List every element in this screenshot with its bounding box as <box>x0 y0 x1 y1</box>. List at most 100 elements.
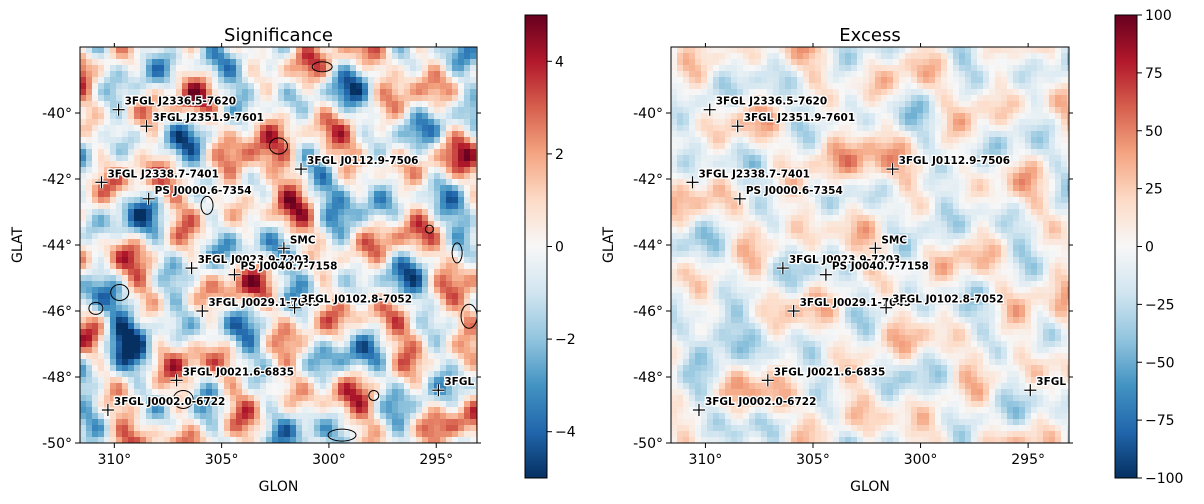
source-marker <box>295 163 308 176</box>
source-label: 3FGL J0002.0-6722 <box>705 396 816 408</box>
source-marker <box>432 384 445 397</box>
contour-loop <box>88 301 104 315</box>
source-label: 3FGL J <box>444 376 481 388</box>
colorbar-tick-label: 0 <box>555 240 564 256</box>
y-tick-label: -42° <box>633 172 663 188</box>
source-marker <box>95 176 108 189</box>
source-marker <box>886 163 899 176</box>
y-tick-label: -44° <box>633 238 663 254</box>
source-label: 3FGL J2351.9-7601 <box>744 112 855 124</box>
source-marker <box>277 242 290 255</box>
contour-loop <box>200 195 214 215</box>
x-tick-label: 305° <box>796 452 830 468</box>
source-marker <box>140 120 153 133</box>
colorbar-tick-label: 25 <box>1145 182 1163 198</box>
source-label: 3FGL J2336.5-7620 <box>716 96 827 108</box>
y-tick-label: -42° <box>42 172 72 188</box>
panel-excess: 3FGL J2336.5-7620 3FGL J2351.9-7601 3FGL J… <box>601 8 1183 495</box>
y-axis-label: GLAT <box>10 227 26 263</box>
source-label: 3FGL J0021.6-6835 <box>774 366 885 378</box>
colorbar-tick-label: −2 <box>555 332 576 348</box>
source-marker <box>185 262 198 275</box>
source-marker <box>288 301 301 314</box>
y-axis-label: GLAT <box>601 227 617 263</box>
source-label: SMC <box>881 234 907 246</box>
x-tick-label: 300° <box>904 452 938 468</box>
colorbar <box>524 14 548 479</box>
source-marker <box>112 103 125 116</box>
source-label: 3FGL J0112.9-7506 <box>307 155 418 167</box>
source-label: PS J0000.6-7354 <box>746 185 843 197</box>
source-marker <box>692 404 705 416</box>
colorbar-tick-label: 100 <box>1145 8 1172 24</box>
source-label: 3FGL J0021.6-6835 <box>183 366 294 378</box>
chart-title: Significance <box>224 25 333 46</box>
contour-loop <box>269 137 288 155</box>
contour-loop <box>424 224 434 234</box>
colorbar-tick-label: −25 <box>1145 297 1175 313</box>
contour-loop <box>172 389 194 409</box>
source-label: 3FGL J2338.7-7401 <box>699 168 810 180</box>
source-label: PS J0040.7-7158 <box>241 261 338 273</box>
x-tick-label: 300° <box>312 452 346 468</box>
heatmap-image <box>671 47 1069 443</box>
source-label: SMC <box>290 234 316 246</box>
chart-title: Excess <box>839 25 900 46</box>
source-marker <box>101 404 114 416</box>
source-marker <box>228 268 241 281</box>
y-tick-label: -50° <box>42 436 72 452</box>
source-label: 3FGL J0023.9-7203 <box>198 254 309 266</box>
colorbar-tick-label: 4 <box>555 54 564 70</box>
source-marker <box>776 262 789 275</box>
source-markers: 3FGL J2336.5-7620 3FGL J2351.9-7601 3FGL J… <box>686 94 1069 416</box>
colorbar <box>1114 14 1138 479</box>
source-label: 3FGL J0023.9-7203 <box>789 254 900 266</box>
contour-lines <box>88 61 477 442</box>
source-marker <box>142 192 155 205</box>
colorbar-tick-label: 75 <box>1145 66 1163 82</box>
source-marker <box>731 120 744 133</box>
contour-loop <box>110 284 130 302</box>
contour-loop <box>460 303 477 329</box>
source-label: PS J0000.6-7354 <box>155 185 252 197</box>
heatmap-image <box>80 47 477 443</box>
colorbar-tick-label: −4 <box>555 425 576 441</box>
contour-loop <box>368 389 380 401</box>
x-tick-label: 295° <box>1011 452 1045 468</box>
source-marker <box>1024 384 1037 397</box>
y-tick-label: -46° <box>633 304 663 320</box>
contour-loop <box>327 428 357 442</box>
y-tick-label: -46° <box>42 304 72 320</box>
colorbar-tick-label: −75 <box>1145 413 1175 429</box>
x-tick-label: 295° <box>419 452 453 468</box>
x-axis-label: GLON <box>850 479 890 495</box>
source-markers: 3FGL J2336.5-7620 3FGL J2351.9-7601 3FGL J… <box>95 94 481 416</box>
contour-loop <box>311 61 333 73</box>
x-axis-label: GLON <box>259 479 299 495</box>
colorbar-tick-label: 2 <box>555 147 564 163</box>
y-tick-label: -48° <box>42 370 72 386</box>
colorbar-tick-label: −100 <box>1145 471 1183 487</box>
y-tick-label: -40° <box>42 106 72 122</box>
colorbar-tick-label: 0 <box>1145 240 1154 256</box>
source-marker <box>703 103 716 116</box>
source-label: 3FGL J2336.5-7620 <box>125 96 236 108</box>
y-tick-label: -44° <box>42 238 72 254</box>
source-marker <box>869 242 882 255</box>
source-label: 3FGL J2351.9-7601 <box>153 112 264 124</box>
source-marker <box>686 176 699 189</box>
source-marker <box>787 305 800 317</box>
colorbar-tick-label: 50 <box>1145 124 1163 140</box>
source-label: 3FGL J2338.7-7401 <box>107 168 218 180</box>
source-marker <box>733 192 746 205</box>
panel-significance: 3FGL J2336.5-7620 3FGL J2351.9-7601 3FGL J… <box>10 14 576 495</box>
x-tick-label: 310° <box>97 452 131 468</box>
colorbar-tick-label: −50 <box>1145 355 1175 371</box>
source-marker <box>170 374 183 387</box>
y-tick-label: -40° <box>633 106 663 122</box>
source-marker <box>761 374 774 387</box>
contour-loop <box>451 242 463 264</box>
source-label: PS J0040.7-7158 <box>832 261 929 273</box>
source-marker <box>880 301 893 314</box>
